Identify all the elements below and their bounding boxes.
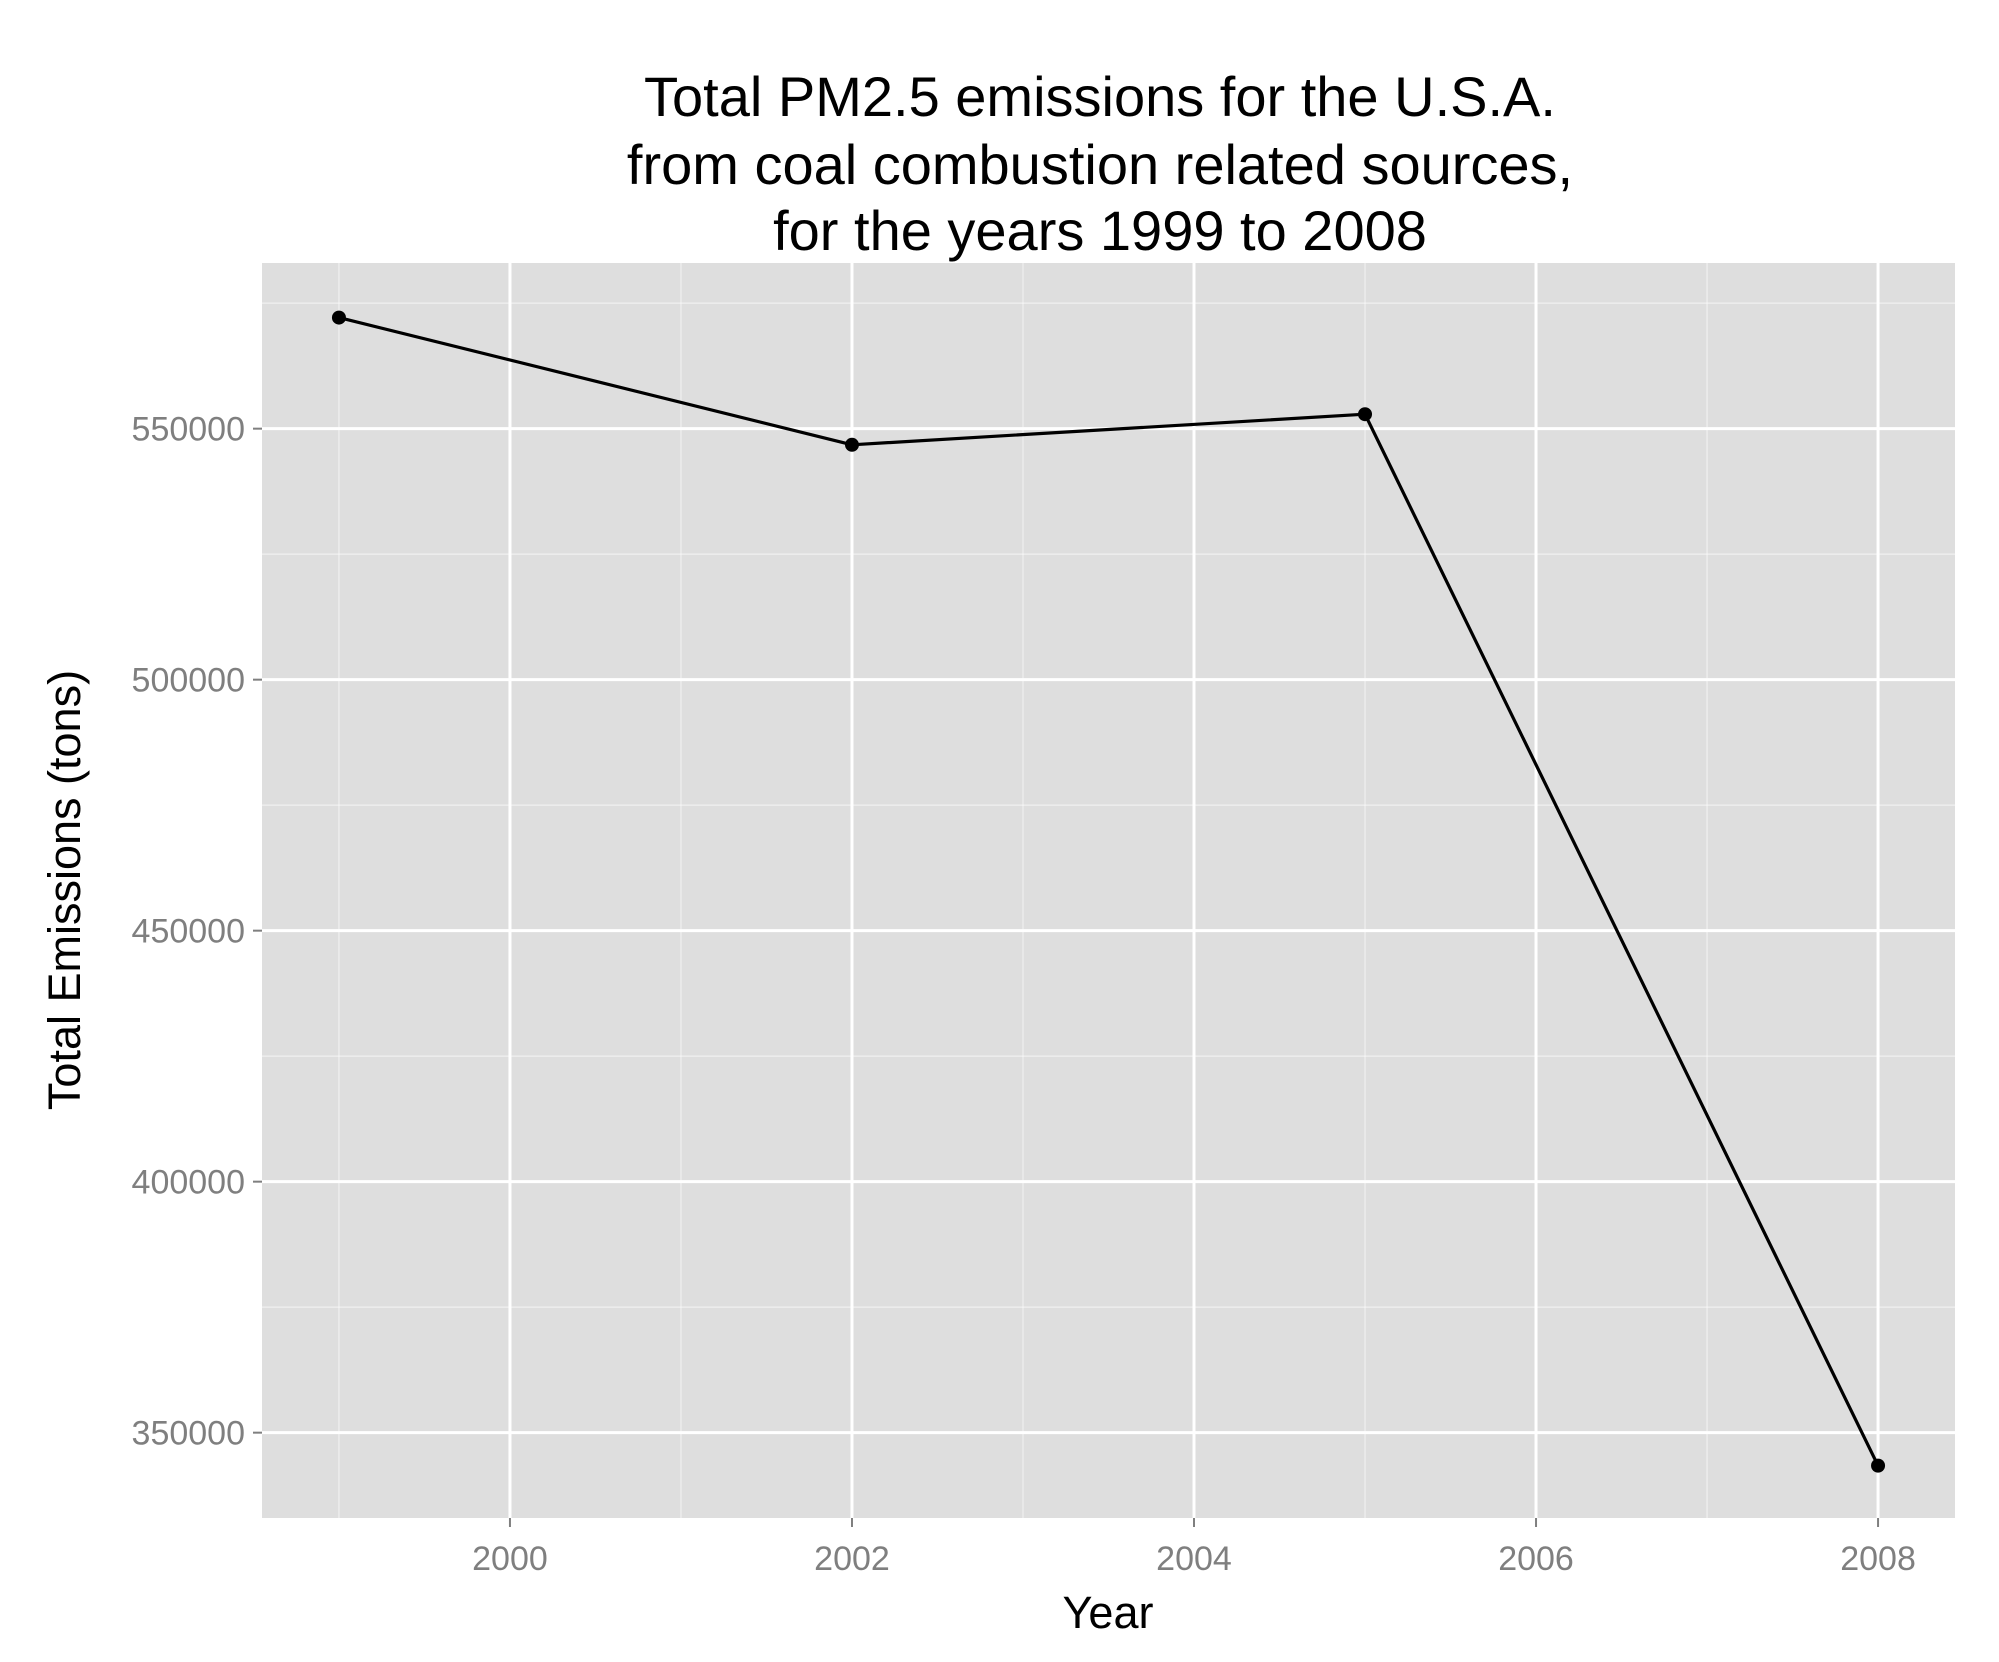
data-point xyxy=(331,310,346,325)
major-gridlines xyxy=(262,263,1955,1518)
y-tick-label: 350000 xyxy=(132,1415,245,1453)
y-axis-label: Total Emissions (tons) xyxy=(39,670,90,1110)
x-tick-label: 2006 xyxy=(1498,1540,1574,1578)
chart-title-line-2: from coal combustion related sources, xyxy=(627,133,1573,196)
chart-title-line-3: for the years 1999 to 2008 xyxy=(773,199,1427,262)
chart-title: Total PM2.5 emissions for the U.S.A. fro… xyxy=(627,65,1573,262)
chart-title-line-1: Total PM2.5 emissions for the U.S.A. xyxy=(644,65,1556,128)
data-point xyxy=(844,437,859,452)
data-point xyxy=(1871,1458,1886,1473)
axis-tick-labels: 2000 2002 2004 2006 2008 350000 400000 450000 50… xyxy=(132,411,1916,1578)
minor-gridlines xyxy=(262,263,1955,1518)
y-tick-label: 500000 xyxy=(132,662,245,700)
data-points xyxy=(331,310,1886,1473)
x-tick-label: 2008 xyxy=(1840,1540,1916,1578)
x-axis-label: Year xyxy=(1063,1587,1154,1638)
axis-ticks xyxy=(253,427,1880,1527)
x-tick-label: 2002 xyxy=(814,1540,890,1578)
y-tick-label: 450000 xyxy=(132,913,245,951)
x-tick-label: 2004 xyxy=(1156,1540,1232,1578)
data-point xyxy=(1358,407,1373,422)
plot-panel xyxy=(262,263,1955,1518)
x-tick-label: 2000 xyxy=(472,1540,548,1578)
y-tick-label: 400000 xyxy=(132,1164,245,1202)
series-line xyxy=(338,316,1880,1467)
y-tick-label: 550000 xyxy=(132,411,245,449)
